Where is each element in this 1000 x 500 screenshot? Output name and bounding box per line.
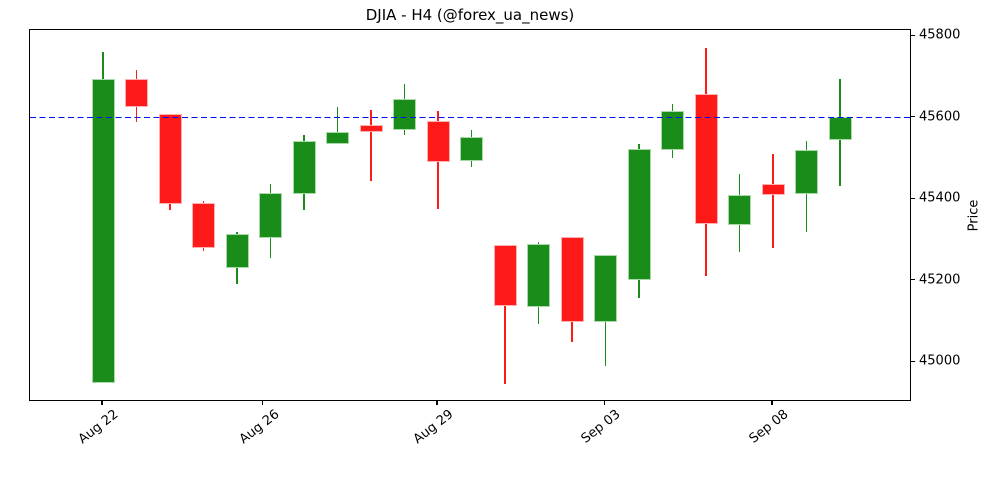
chart-title: DJIA - H4 (@forex_ua_news) (365, 6, 575, 24)
y-tick-mark (911, 197, 915, 199)
candle-body-down (694, 93, 718, 224)
candle-body-down (192, 203, 215, 249)
candle-body-down (426, 120, 450, 163)
candle-body-up (795, 149, 818, 195)
candle-body-up (527, 244, 550, 307)
candle-body-down (493, 245, 517, 306)
horizontal-reference-line (30, 116, 910, 119)
candle-wick (772, 153, 774, 248)
y-axis-label: Price (966, 199, 982, 231)
x-tick-label: Sep 08 (746, 407, 792, 447)
candle-body-up (225, 233, 249, 268)
candle-body-down (359, 125, 383, 132)
candle-body-up (627, 148, 651, 281)
y-tick-mark (911, 279, 915, 281)
x-tick-mark (603, 401, 606, 405)
candle-body-up (828, 116, 852, 141)
candle-body-down (125, 78, 148, 107)
x-tick-mark (262, 401, 264, 405)
candle-body-up (594, 255, 617, 323)
candle-body-up (728, 195, 751, 226)
y-tick-label: 45800 (919, 27, 961, 43)
candle-body-up (661, 111, 684, 151)
x-tick-mark (436, 401, 438, 405)
y-tick-label: 45600 (919, 109, 961, 125)
y-tick-mark (911, 116, 915, 118)
y-tick-mark (911, 360, 915, 363)
x-tick-mark (101, 401, 103, 405)
candle-body-down (560, 236, 584, 323)
x-tick-mark (771, 401, 773, 405)
x-tick-label: Aug 22 (75, 407, 122, 448)
candle-body-up (393, 99, 416, 131)
candle-wick (370, 110, 372, 181)
y-tick-label: 45400 (919, 190, 961, 206)
y-axis-label-box: Price (954, 95, 994, 335)
candle-wick (336, 106, 339, 144)
candle-body-up (91, 78, 115, 383)
y-tick-mark (911, 34, 915, 36)
candle-body-down (761, 184, 785, 196)
plot-area (29, 29, 911, 401)
x-tick-label: Aug 29 (410, 407, 457, 448)
y-tick-label: 45000 (919, 353, 961, 369)
candle-body-down (158, 113, 182, 204)
candle-body-up (259, 193, 282, 238)
x-tick-label: Sep 03 (578, 407, 624, 447)
candle-wick (504, 245, 506, 385)
y-tick-label: 45200 (919, 272, 961, 288)
x-tick-label: Aug 26 (236, 407, 283, 448)
candle-body-up (460, 136, 483, 161)
candle-body-up (292, 140, 316, 194)
candle-body-up (326, 131, 349, 144)
